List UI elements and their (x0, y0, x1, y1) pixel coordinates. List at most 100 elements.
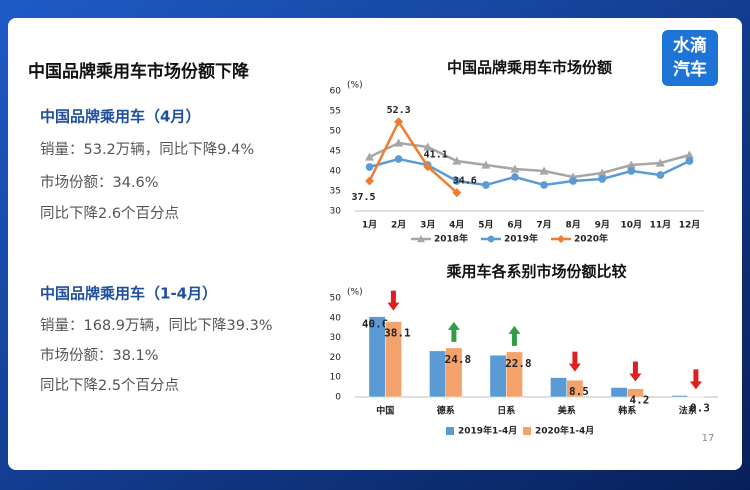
bar (506, 351, 523, 398)
marker (423, 162, 433, 172)
marker (569, 177, 577, 185)
y-unit: (%) (347, 288, 363, 298)
bar (687, 396, 705, 398)
bar (489, 354, 507, 398)
marker (482, 181, 490, 189)
x-tick-label: 日系 (497, 405, 515, 417)
bar (566, 379, 584, 398)
bar (445, 347, 463, 398)
y-unit: (%) (347, 81, 363, 91)
legend-label: 2020年1-4月 (535, 425, 594, 437)
y-tick-label: 30 (330, 207, 342, 217)
trend-arrow (387, 290, 400, 311)
y-tick-label: 35 (330, 187, 341, 197)
logo-text: 水滴 (673, 35, 707, 56)
marker (539, 166, 549, 175)
block-line: 同比下降2.5个百分点 (40, 377, 179, 394)
x-tick-label: 6月 (507, 220, 522, 231)
marker (655, 158, 665, 167)
x-tick-label: 法系 (679, 405, 697, 417)
data-label: 4.2 (629, 394, 649, 407)
marker (510, 164, 520, 173)
legend-label: 2019年1-4月 (458, 425, 517, 437)
block-line: 同比下降2.6个百分点 (40, 205, 179, 222)
slide-title: 中国品牌乘用车市场份额下降 (28, 61, 250, 82)
y-tick-label: 20 (330, 353, 342, 363)
data-label: 22.8 (505, 357, 532, 370)
marker (656, 171, 665, 179)
logo-box (662, 30, 718, 86)
bar (550, 377, 567, 398)
marker (598, 175, 607, 183)
x-tick-label: 10月 (621, 220, 643, 231)
x-tick-label: 4月 (449, 220, 464, 231)
bar (671, 395, 688, 398)
y-tick-label: 50 (330, 127, 342, 137)
x-tick-label: 美系 (558, 405, 576, 417)
line (368, 119, 458, 194)
x-tick-label: 韩系 (618, 405, 636, 417)
y-tick-label: 60 (330, 87, 342, 97)
x-tick-label: 中国 (376, 405, 394, 417)
data-label: 24.8 (445, 353, 472, 366)
x-tick-label: 11月 (650, 220, 672, 231)
legend-label: 2019年 (504, 233, 538, 245)
marker (365, 152, 375, 161)
marker (685, 157, 694, 165)
legend-marker (487, 235, 495, 243)
y-tick-label: 45 (330, 147, 341, 157)
legend-label: 2018年 (434, 233, 468, 245)
block-heading: 中国品牌乘用车（1-4月） (40, 285, 217, 303)
legend-label: 2020年 (574, 233, 608, 245)
data-label: 38.1 (384, 327, 411, 340)
marker (452, 188, 462, 198)
trend-arrow (508, 325, 521, 346)
x-tick-label: 9月 (595, 220, 610, 231)
marker (627, 167, 636, 175)
trend-arrow (447, 321, 460, 342)
marker (597, 168, 607, 177)
marker (394, 138, 404, 147)
x-tick-label: 3月 (420, 220, 435, 231)
marker (394, 155, 403, 163)
legend-marker (417, 235, 425, 243)
data-label: 34.6 (453, 176, 477, 187)
data-label: 8.5 (569, 385, 589, 398)
x-tick-label: 2月 (391, 220, 406, 231)
data-label: 40.6 (362, 318, 389, 331)
marker (365, 163, 374, 171)
trend-arrow (629, 361, 642, 382)
block-line: 市场份额：34.6% (40, 174, 159, 191)
bar (385, 321, 402, 398)
block-line: 销量：168.9万辆，同比下降39.3% (40, 317, 273, 334)
data-label: 0.3 (690, 401, 710, 414)
chart-title: 中国品牌乘用车市场份额 (447, 59, 612, 77)
marker (626, 160, 636, 169)
line (369, 157, 691, 187)
slide-area (8, 18, 742, 470)
x-tick-label: 8月 (565, 220, 580, 231)
y-tick-label: 55 (330, 107, 341, 117)
bar (610, 387, 628, 398)
marker (684, 150, 694, 159)
x-tick-label: 7月 (536, 220, 551, 231)
x-tick-label: 德系 (437, 405, 455, 417)
x-tick-label: 5月 (478, 220, 493, 231)
legend-swatch (523, 427, 531, 435)
bar (627, 388, 644, 398)
data-label: 52.3 (387, 105, 411, 116)
data-label: 41.1 (424, 150, 448, 161)
marker (540, 181, 548, 189)
x-tick-label: 1月 (362, 220, 377, 231)
legend-swatch (446, 427, 454, 435)
block-line: 市场份额：38.1% (40, 347, 159, 364)
logo-text: 汽车 (673, 59, 707, 80)
y-tick-label: 10 (330, 373, 342, 383)
y-tick-label: 50 (330, 294, 342, 304)
marker (452, 177, 461, 185)
block-line: 销量：53.2万辆，同比下降9.4% (40, 141, 254, 158)
chart-title: 乘用车各系别市场份额比较 (445, 263, 626, 281)
block-heading: 中国品牌乘用车（4月） (40, 108, 200, 126)
y-tick-label: 30 (330, 333, 342, 343)
